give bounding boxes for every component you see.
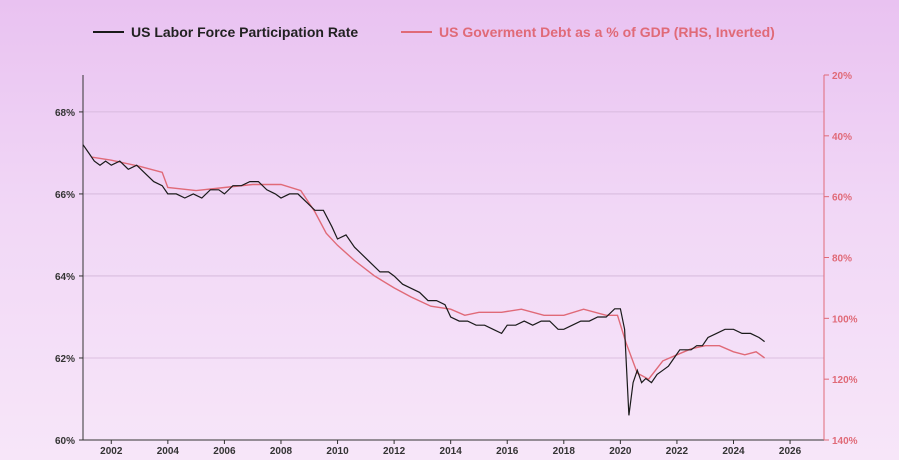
legend: US Labor Force Participation Rate US Gov… — [93, 24, 775, 40]
x-tick-label: 2006 — [213, 446, 236, 457]
right-tick-label: 60% — [832, 193, 852, 204]
x-tick-label: 2004 — [157, 446, 180, 457]
x-tick-label: 2024 — [722, 446, 745, 457]
legend-label-participation: US Labor Force Participation Rate — [131, 24, 358, 40]
right-tick-label: 40% — [832, 132, 852, 143]
x-tick-label: 2018 — [553, 446, 576, 457]
left-y-axis: 60% 62% 64% 66% 68% — [55, 108, 75, 447]
gridlines — [83, 111, 824, 359]
right-tick-label: 100% — [832, 314, 858, 325]
right-tick-label: 20% — [832, 71, 852, 82]
x-tick-label: 2026 — [779, 446, 802, 457]
tick-marks — [79, 74, 829, 444]
x-tick-label: 2010 — [326, 446, 349, 457]
x-tick-label: 2008 — [270, 446, 293, 457]
left-tick-label: 60% — [55, 436, 75, 447]
right-tick-label: 140% — [832, 436, 858, 447]
x-tick-label: 2016 — [496, 446, 519, 457]
right-tick-label: 120% — [832, 375, 858, 386]
left-tick-label: 66% — [55, 190, 75, 201]
series-line-debt — [91, 156, 766, 381]
x-tick-label: 2020 — [609, 446, 632, 457]
x-tick-label: 2012 — [383, 446, 406, 457]
series-line-participation — [82, 144, 765, 416]
right-tick-label: 80% — [832, 254, 852, 265]
legend-label-debt: US Goverment Debt as a % of GDP (RHS, In… — [439, 24, 775, 40]
right-y-axis: 20% 40% 60% 80% 100% 120% 140% — [832, 71, 858, 447]
left-tick-label: 64% — [55, 272, 75, 283]
x-axis: 2002 2004 2006 2008 2010 2012 2014 2016 … — [100, 446, 801, 457]
x-tick-label: 2022 — [666, 446, 689, 457]
x-tick-label: 2002 — [100, 446, 123, 457]
left-tick-label: 68% — [55, 108, 75, 119]
left-tick-label: 62% — [55, 354, 75, 365]
x-tick-label: 2014 — [440, 446, 463, 457]
